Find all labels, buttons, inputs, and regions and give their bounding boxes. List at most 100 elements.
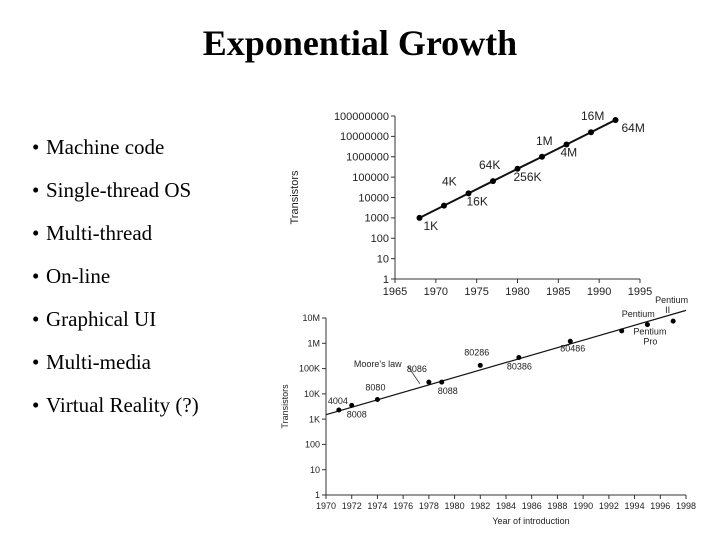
- data-point: [441, 202, 447, 209]
- point-label: 80286: [464, 347, 489, 357]
- y-tick-label: 10000000: [340, 131, 389, 143]
- data-point: [539, 153, 545, 160]
- bullet-item: • On-line: [32, 266, 199, 287]
- bullet-item: • Machine code: [32, 137, 199, 158]
- bullet-item: • Virtual Reality (?): [32, 395, 199, 416]
- moores-law-leader: [407, 365, 421, 385]
- x-tick-label: 1972: [342, 501, 362, 511]
- point-label: 80486: [560, 343, 585, 353]
- y-tick-label: 1000000: [346, 152, 389, 164]
- data-point: [588, 129, 594, 136]
- y-tick-label: 1M: [307, 338, 320, 348]
- y-tick-label: 10: [310, 465, 320, 475]
- point-label: 4K: [442, 175, 457, 189]
- bullet-text: Machine code: [46, 135, 165, 159]
- data-point: [514, 165, 521, 172]
- x-tick-label: 1976: [393, 501, 413, 511]
- x-tick-label: 1980: [505, 286, 529, 298]
- point-label: 4M: [561, 145, 578, 159]
- y-axis-label: Transistors: [289, 170, 301, 224]
- point-label: 1K: [424, 219, 439, 233]
- data-point: [465, 190, 472, 197]
- data-point: [563, 141, 570, 148]
- bullet-marker: •: [32, 393, 40, 417]
- data-point: [336, 407, 342, 413]
- data-point: [619, 328, 625, 334]
- data-point: [349, 402, 355, 408]
- point-label: II: [665, 305, 670, 315]
- data-point: [374, 396, 380, 402]
- y-tick-label: 10: [377, 253, 389, 265]
- bullet-marker: •: [32, 221, 40, 245]
- y-tick-label: 100: [371, 233, 389, 245]
- y-tick-label: 100000: [352, 172, 389, 184]
- point-label: 16M: [581, 109, 604, 123]
- point-label: 8086: [407, 364, 427, 374]
- y-tick-label: 1: [383, 274, 389, 286]
- data-point: [416, 214, 423, 221]
- bullet-text: Single-thread OS: [46, 178, 192, 202]
- x-tick-label: 1982: [470, 501, 490, 511]
- y-axis-label: Transistors: [280, 384, 290, 429]
- x-tick-label: 1980: [445, 501, 465, 511]
- point-label: Pentium: [633, 327, 666, 337]
- x-tick-label: 1985: [546, 286, 570, 298]
- point-label: 8008: [347, 409, 367, 419]
- bullet-item: • Multi-thread: [32, 223, 199, 244]
- bullet-marker: •: [32, 350, 40, 374]
- point-label: 256K: [514, 170, 542, 184]
- y-tick-label: 10000: [358, 192, 389, 204]
- y-tick-label: 10M: [302, 313, 320, 323]
- data-point: [612, 116, 619, 123]
- y-tick-label: 1000: [365, 213, 389, 225]
- point-label: 64M: [622, 121, 645, 135]
- moores-law-line: [325, 309, 687, 416]
- x-tick-label: 1994: [625, 501, 645, 511]
- bullet-item: • Multi-media: [32, 352, 199, 373]
- bullet-marker: •: [32, 135, 40, 159]
- x-tick-label: 1995: [628, 286, 652, 298]
- point-label: Pentium: [622, 309, 655, 319]
- data-point: [477, 362, 483, 368]
- data-point: [516, 354, 522, 360]
- point-label: 4004: [328, 396, 348, 406]
- x-tick-label: 1975: [464, 286, 488, 298]
- x-tick-label: 1974: [367, 501, 387, 511]
- point-label: 8088: [438, 386, 458, 396]
- x-tick-label: 1986: [522, 501, 542, 511]
- data-point: [567, 338, 573, 344]
- bullet-marker: •: [32, 307, 40, 331]
- bullet-list: • Machine code • Single-thread OS • Multi-t…: [32, 137, 199, 438]
- point-label: 8080: [365, 382, 385, 392]
- bullet-text: Multi-media: [46, 350, 151, 374]
- point-label: 1M: [536, 134, 553, 148]
- y-tick-label: 10K: [304, 389, 320, 399]
- x-tick-label: 1996: [650, 501, 670, 511]
- x-tick-label: 1984: [496, 501, 516, 511]
- point-label: 16K: [467, 194, 488, 208]
- slide-title: Exponential Growth: [202, 23, 518, 63]
- y-tick-label: 1: [315, 490, 320, 500]
- moores-law-label: Moore's law: [354, 359, 402, 369]
- data-point: [490, 178, 496, 185]
- data-point: [644, 322, 650, 328]
- x-axis-label: Year of introduction: [492, 516, 569, 526]
- bullet-text: Virtual Reality (?): [46, 393, 199, 417]
- point-label: Pro: [643, 337, 657, 347]
- x-tick-label: 1988: [547, 501, 567, 511]
- point-label: 80386: [507, 361, 532, 371]
- point-label: Pentium: [655, 295, 688, 305]
- point-label: 64K: [479, 158, 500, 172]
- x-tick-label: 1978: [419, 501, 439, 511]
- bullet-item: • Graphical UI: [32, 309, 199, 330]
- data-point: [670, 318, 676, 324]
- bullet-text: Graphical UI: [46, 307, 157, 331]
- x-tick-label: 1970: [424, 286, 448, 298]
- y-tick-label: 100K: [299, 364, 320, 374]
- bullet-text: On-line: [46, 264, 111, 288]
- x-tick-label: 1998: [676, 501, 696, 511]
- y-tick-label: 100000000: [334, 111, 389, 123]
- x-tick-label: 1970: [316, 501, 336, 511]
- x-tick-label: 1990: [573, 501, 593, 511]
